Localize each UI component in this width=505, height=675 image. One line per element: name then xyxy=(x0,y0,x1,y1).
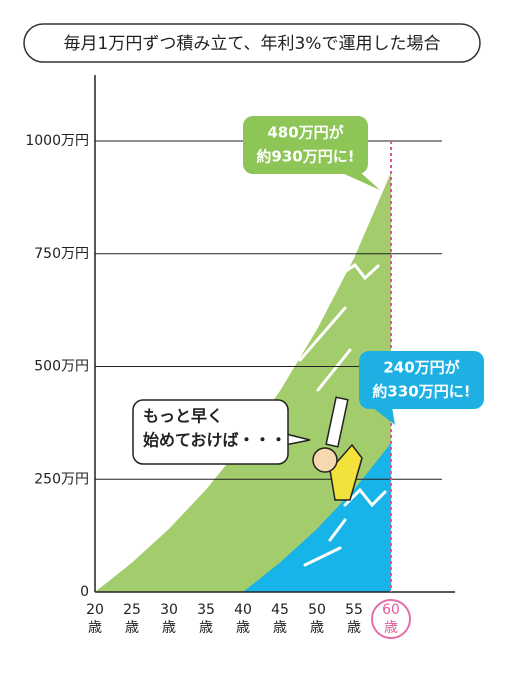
figure-head xyxy=(312,447,338,473)
decoration xyxy=(316,348,352,392)
x-tick-label: 20 歳 xyxy=(86,602,104,636)
x-tick-label: 50 歳 xyxy=(308,602,326,636)
x-tick-label: 40 歳 xyxy=(234,602,252,636)
title-box xyxy=(23,23,481,63)
chart-title: 毎月1万円ずつ積み立て、年利3%で運用した場合 xyxy=(64,34,441,54)
y-tick-label: 500万円 xyxy=(34,359,89,375)
x-tick-label: 35 歳 xyxy=(197,602,215,636)
callout-tail xyxy=(372,407,395,425)
y-tick-label: 0 xyxy=(80,584,89,600)
y-tick-label: 750万円 xyxy=(34,246,89,262)
y-tick-label: 1000万円 xyxy=(25,133,89,149)
y-tick-label: 250万円 xyxy=(34,471,89,487)
area xyxy=(95,172,391,592)
x-tick-label: 60 歳 xyxy=(382,602,400,636)
decoration xyxy=(338,262,380,281)
decoration xyxy=(298,306,347,362)
decoration xyxy=(328,518,347,542)
callout-box xyxy=(243,116,368,174)
callout-box xyxy=(132,399,289,465)
decoration xyxy=(343,487,387,508)
callout-tail xyxy=(340,172,380,190)
callout-text: 約330万円に! xyxy=(372,383,470,401)
callout-text: 480万円が xyxy=(267,124,344,142)
figure-body xyxy=(329,443,363,501)
callout-text: もっと早く xyxy=(143,407,223,426)
x-tick-label: 55 歳 xyxy=(345,602,363,636)
callout-text: 始めておけば・・・ xyxy=(143,431,287,450)
plot: 0 250万円 500万円 750万円 1000万円 20 歳 25 歳 30 歳 35 歳 40 歳 45 歳… xyxy=(25,75,484,639)
x-tick-label: 25 歳 xyxy=(123,602,141,636)
callout-text: 約930万円に! xyxy=(256,148,354,166)
figure-telescope xyxy=(325,396,349,448)
x-tick-label: 30 歳 xyxy=(160,602,178,636)
callout-box xyxy=(359,351,484,409)
area xyxy=(243,443,391,592)
decoration xyxy=(303,546,342,567)
x-tick-label: 45 歳 xyxy=(271,602,289,636)
callout-text: 240万円が xyxy=(383,359,460,377)
highlight-circle xyxy=(371,599,411,639)
